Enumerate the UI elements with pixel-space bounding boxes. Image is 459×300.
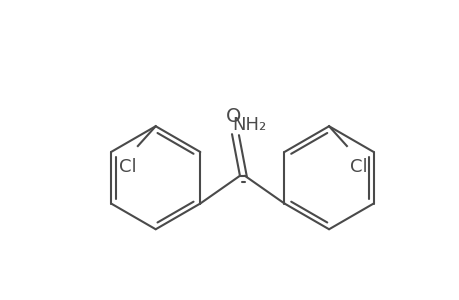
Text: Cl: Cl bbox=[119, 158, 136, 176]
Text: Cl: Cl bbox=[349, 158, 367, 176]
Text: O: O bbox=[226, 107, 241, 126]
Text: NH₂: NH₂ bbox=[232, 116, 266, 134]
